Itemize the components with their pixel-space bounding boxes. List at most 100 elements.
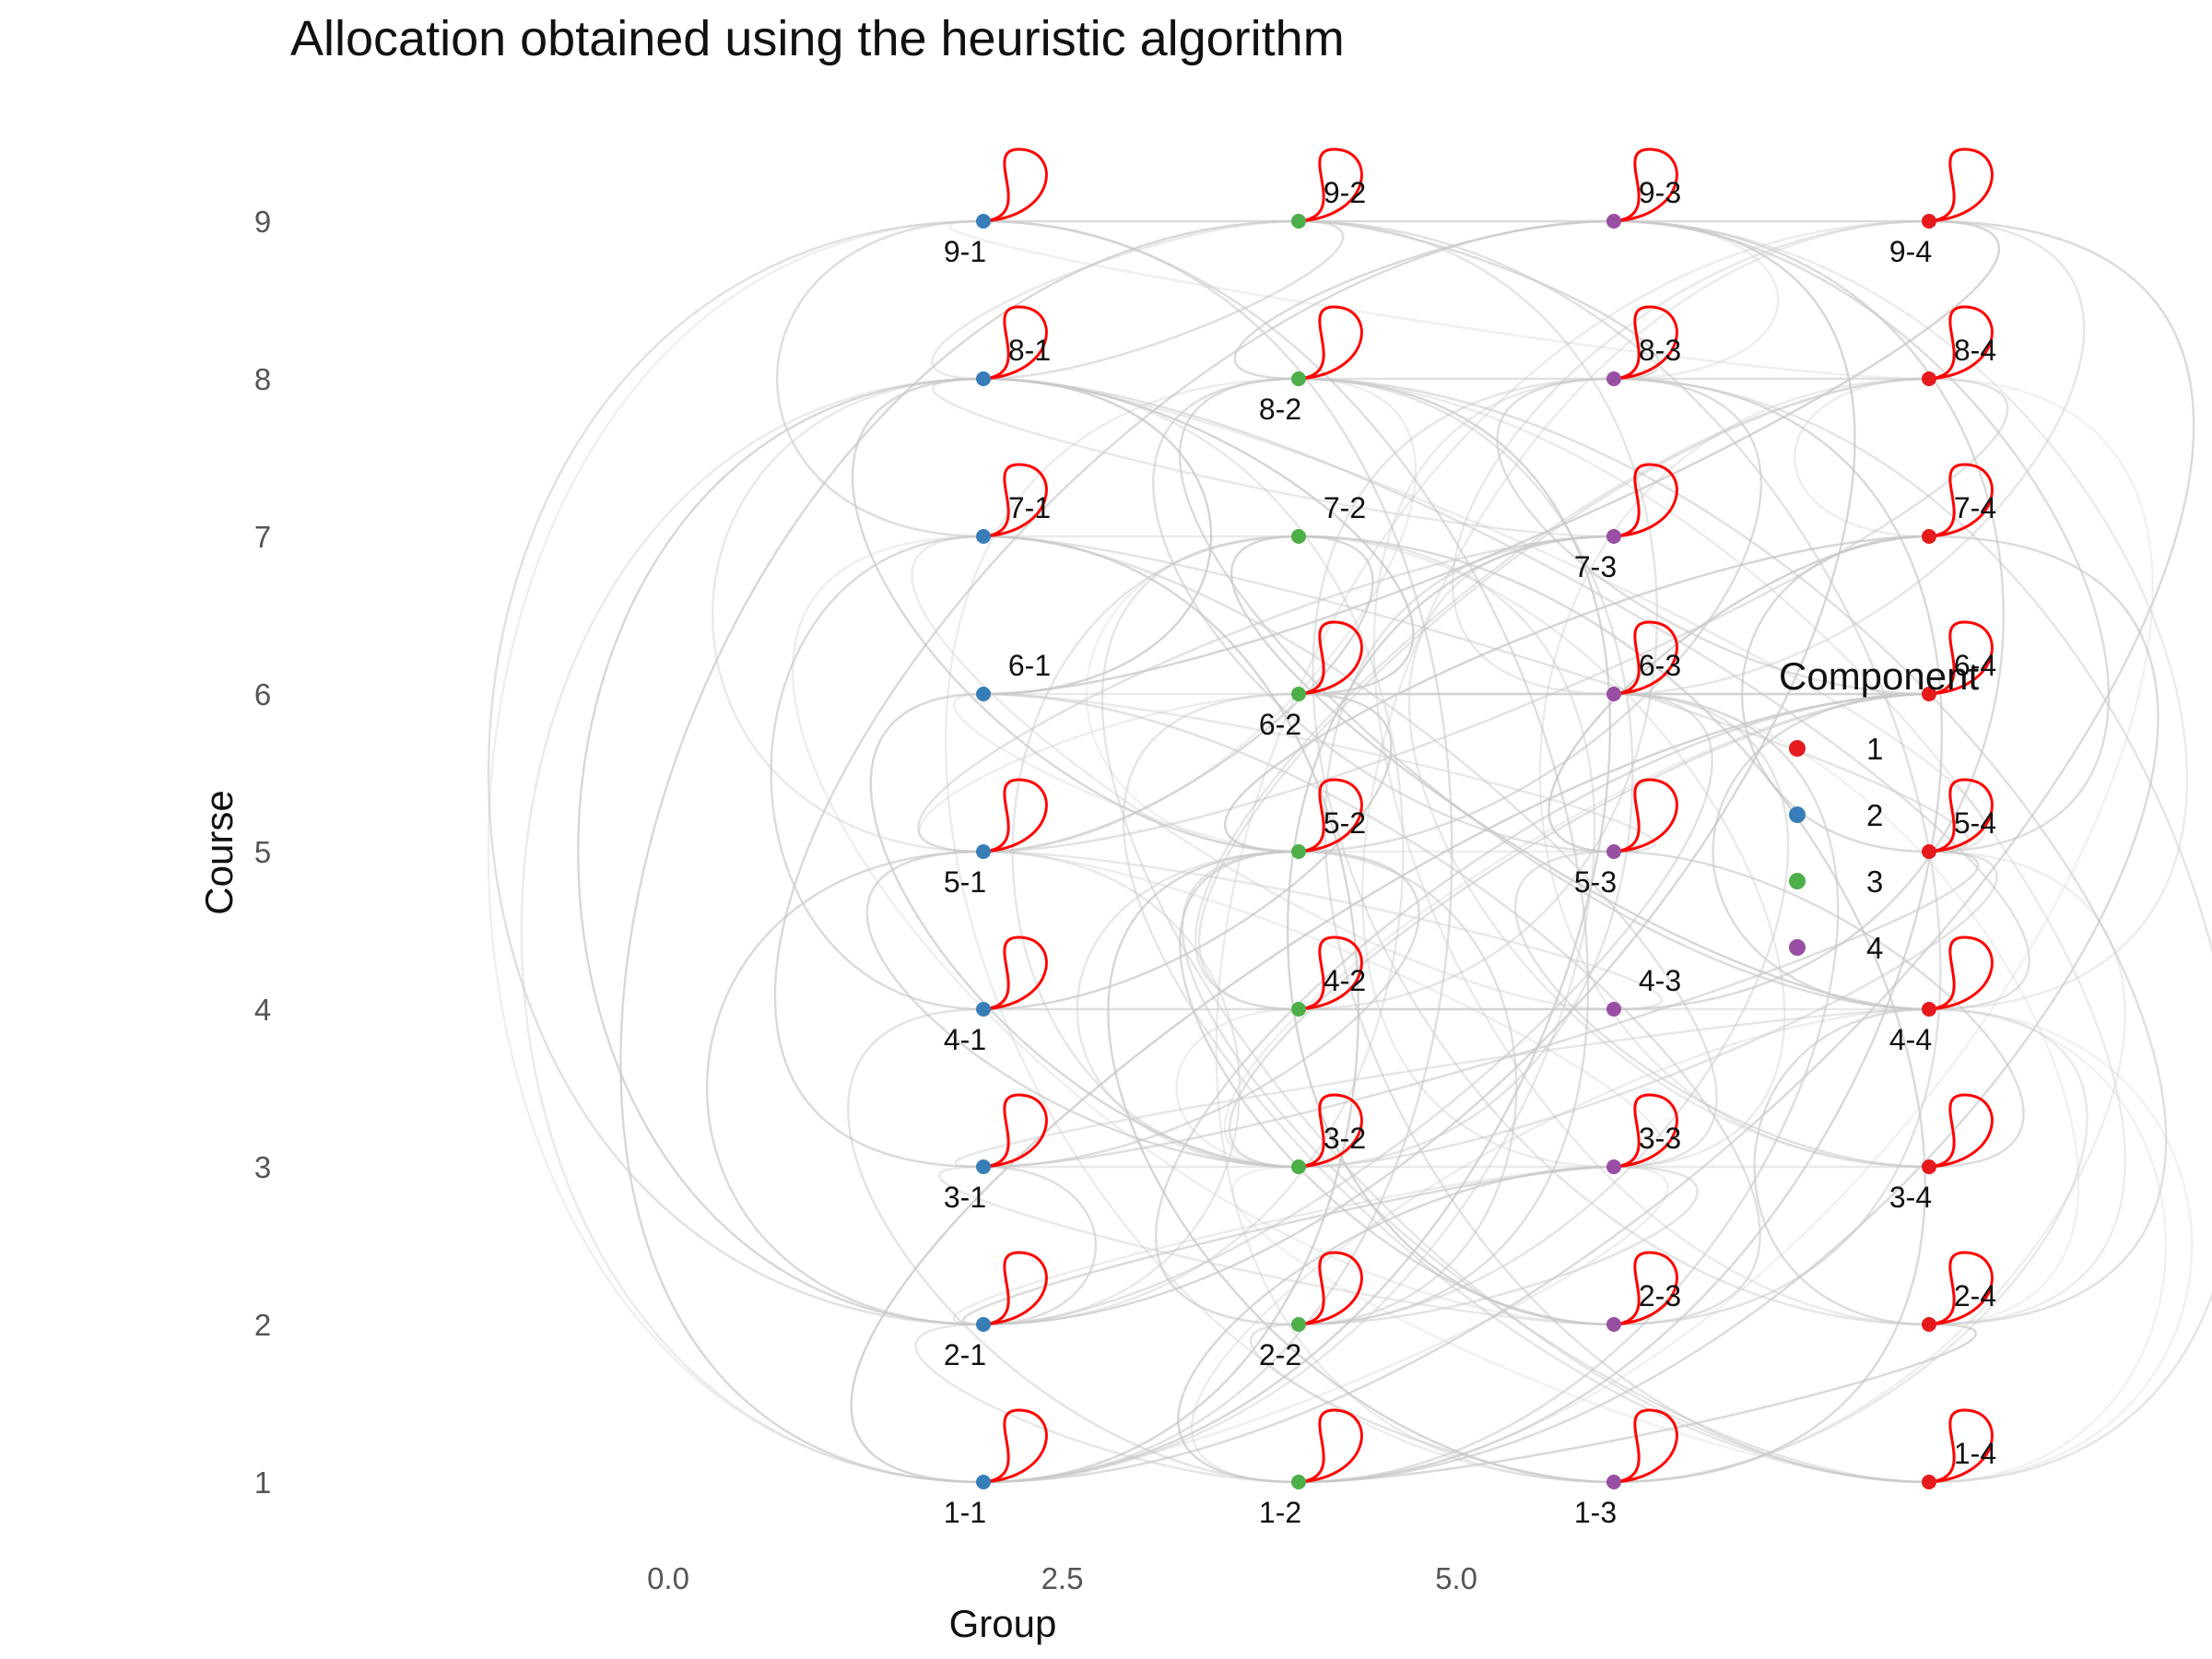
edge-2-1-8-1-17 (577, 377, 984, 1326)
node-label-3-3: 3-3 (1639, 1122, 1681, 1155)
edge-2-1-5-1-19 (982, 850, 1241, 1326)
legend-entries: 1 2 3 4 (1789, 732, 1883, 965)
edge-3-4-5-3-46 (1613, 850, 2025, 1169)
self-loop-3-3 (1613, 1093, 1678, 1169)
node-5-1 (976, 844, 991, 859)
self-loop-7-1 (982, 463, 1048, 538)
node-label-9-4: 9-4 (1889, 235, 1932, 268)
self-loop-1-1 (982, 1408, 1048, 1484)
edge-1-3-5-4-11 (1613, 850, 2126, 1484)
legend-swatch-2 (1789, 806, 1806, 823)
node-label-8-3: 8-3 (1639, 334, 1681, 367)
edge-3-1-4-4-34 (954, 1007, 1930, 1169)
node-4-2 (1291, 1002, 1306, 1017)
edge-8-3-1-4-117 (1613, 377, 2212, 1484)
self-loop-1-2 (1298, 1408, 1363, 1484)
node-1-2 (1291, 1475, 1306, 1489)
y-tick-label-2: 2 (254, 1308, 271, 1342)
self-loop-4-1 (982, 935, 1048, 1011)
legend-label-4: 4 (1866, 931, 1883, 965)
edge-3-1-2-1-33 (982, 1165, 1097, 1326)
edge-5-1-2-1-61 (706, 850, 984, 1326)
self-loop-6-4 (1928, 620, 1994, 696)
node-2-1 (976, 1317, 991, 1332)
edge-8-3-9-2-116 (1298, 219, 1660, 381)
self-loop-2-3 (1613, 1251, 1678, 1326)
edge-6-1-9-4-78 (982, 219, 2000, 696)
edge-1-4-4-4-14 (1928, 1007, 2167, 1484)
edge-9-1-2-1-125 (487, 219, 984, 1326)
node-label-6-3: 6-3 (1639, 649, 1681, 682)
edge-3-1-5-4-31 (982, 850, 1980, 1169)
legend-swatch-1 (1789, 740, 1806, 757)
node-7-1 (976, 529, 991, 544)
self-loop-9-1 (982, 147, 1048, 223)
node-2-3 (1606, 1317, 1621, 1332)
self-loop-1-4 (1928, 1408, 1994, 1484)
node-label-3-2: 3-2 (1324, 1122, 1366, 1155)
edge-6-2-5-1-82 (918, 692, 1300, 853)
edge-1-3-9-4-9 (1215, 219, 1930, 1484)
edge-7-1-3-3-91 (982, 535, 1718, 1169)
edge-6-4-8-3-87 (1496, 377, 1930, 696)
node-labels-layer: 1-1 1-2 1-3 1-4 2-1 2-2 2-3 2-4 3-1 3-2 3-3 3-4 4-1 4… (944, 176, 1996, 1529)
node-5-4 (1922, 844, 1936, 859)
node-label-5-2: 5-2 (1324, 806, 1366, 840)
y-tick-label-6: 6 (254, 677, 271, 712)
node-3-1 (976, 1159, 991, 1174)
self-loop-8-3 (1613, 305, 1678, 381)
y-tick-label-1: 1 (254, 1465, 271, 1500)
edge-1-2-2-4-4 (1298, 1323, 1978, 1484)
self-loop-6-3 (1613, 620, 1678, 696)
edge-7-3-8-1-100 (931, 377, 1615, 538)
edges-layer (487, 219, 2212, 1484)
self-loop-2-1 (982, 1251, 1048, 1326)
edge-5-2-1-4-65 (1181, 850, 1930, 1484)
node-2-4 (1922, 1317, 1936, 1332)
node-6-1 (976, 687, 991, 701)
self-loop-8-2 (1298, 305, 1363, 381)
edge-9-2-8-1-127 (931, 219, 1300, 381)
edge-7-4-5-2-106 (1224, 535, 1930, 853)
node-9-3 (1606, 214, 1621, 229)
self-loop-9-3 (1613, 147, 1678, 223)
self-loop-3-2 (1298, 1093, 1363, 1169)
edge-5-2-1-3-66 (1107, 850, 1615, 1484)
edge-1-1-6-4-0 (850, 692, 1930, 1484)
edge-4-1-7-1-47 (770, 535, 984, 1011)
edge-1-1-7-2-2 (982, 535, 1596, 1484)
node-label-2-1: 2-1 (944, 1338, 986, 1371)
edge-8-4-5-1-122 (982, 377, 2009, 853)
x-tick-label-0.0: 0.0 (647, 1561, 689, 1595)
node-label-4-2: 4-2 (1324, 964, 1366, 997)
edge-6-1-5-3-75 (982, 692, 1656, 853)
edge-8-3-1-2-118 (1298, 377, 1944, 1484)
edge-9-3-8-2-133 (1233, 219, 1615, 381)
edge-8-2-4-4-114 (1179, 377, 1930, 1011)
self-loop-8-4 (1928, 305, 1994, 381)
edge-5-4-9-3-74 (1613, 219, 2110, 853)
node-label-6-4: 6-4 (1954, 649, 1996, 682)
node-label-7-1: 7-1 (1008, 491, 1051, 524)
edge-2-1-3-3-16 (952, 1165, 1615, 1326)
chart-title: Allocation obtained using the heuristic … (290, 11, 1345, 66)
self-loop-8-1 (982, 305, 1048, 381)
edge-9-1-8-4-126 (948, 219, 1930, 381)
self-loop-5-3 (1613, 778, 1678, 853)
self-loop-7-3 (1613, 463, 1678, 538)
edge-2-3-7-1-25 (792, 535, 1615, 1326)
edge-8-4-1-2-120 (1298, 377, 2154, 1484)
self-loop-2-2 (1298, 1251, 1363, 1326)
node-label-6-1: 6-1 (1008, 649, 1051, 682)
edge-8-1-6-1-108 (982, 377, 1213, 696)
node-label-1-1: 1-1 (944, 1496, 986, 1529)
edge-8-1-2-1-109 (982, 377, 1405, 1326)
nodes-layer (976, 214, 1936, 1489)
edge-8-1-5-1-110 (712, 377, 984, 853)
edge-2-2-3-3-23 (1298, 1165, 1699, 1326)
edge-6-2-8-1-79 (982, 377, 1415, 696)
self-loop-2-4 (1928, 1251, 1994, 1326)
node-1-4 (1922, 1475, 1936, 1489)
node-label-8-1: 8-1 (1008, 334, 1051, 367)
